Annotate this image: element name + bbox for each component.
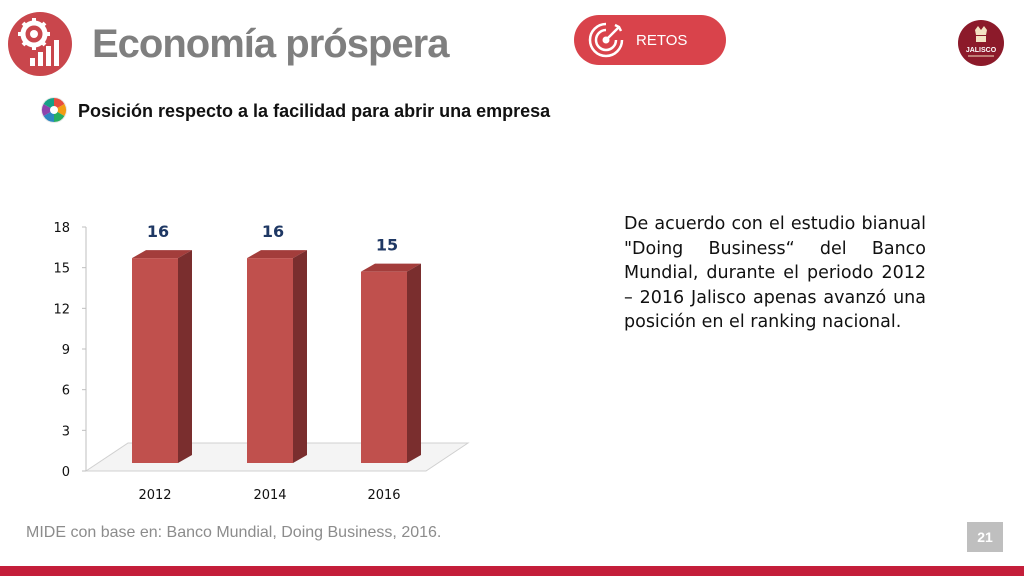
page-number: 21	[967, 522, 1003, 552]
x-tick-label: 2014	[253, 488, 286, 503]
y-tick-label: 0	[62, 465, 70, 480]
bottom-bar	[0, 566, 1024, 576]
y-tick-label: 12	[53, 302, 70, 317]
bar-top-face	[247, 250, 307, 259]
bar-top-face	[132, 250, 192, 259]
bar-side-face	[178, 250, 192, 463]
bar-2016	[361, 263, 421, 463]
retos-button[interactable]: RETOS	[574, 15, 726, 65]
x-tick-label: 2016	[367, 488, 400, 503]
y-tick-label: 9	[62, 343, 70, 358]
gear-chart-icon	[8, 12, 72, 76]
bar-side-face	[407, 263, 421, 463]
page-title: Economía próspera	[92, 22, 449, 66]
color-wheel-icon	[41, 97, 67, 123]
bar-front-face	[361, 271, 407, 463]
y-tick-label: 6	[62, 384, 70, 399]
jalisco-logo: JALISCO	[958, 20, 1004, 66]
logo-text: JALISCO	[966, 47, 997, 54]
bar-side-face	[293, 250, 307, 463]
y-tick-label: 3	[62, 424, 70, 439]
bar-2012	[132, 250, 192, 463]
data-label: 15	[376, 236, 398, 255]
retos-label: RETOS	[636, 32, 688, 49]
chart-description: De acuerdo con el estudio bianual "Doing…	[624, 214, 926, 332]
x-tick-label: 2012	[138, 488, 171, 503]
bar-top-face	[361, 263, 421, 272]
target-icon	[588, 22, 624, 58]
bar-2014	[247, 250, 307, 463]
chart-subtitle: Posición respecto a la facilidad para ab…	[78, 101, 551, 121]
source-note: MIDE con base en: Banco Mundial, Doing B…	[26, 524, 442, 541]
y-tick-label: 18	[53, 221, 70, 236]
y-tick-label: 15	[53, 262, 70, 277]
data-label: 16	[147, 222, 169, 241]
bar-front-face	[132, 258, 178, 463]
bar-front-face	[247, 258, 293, 463]
data-label: 16	[262, 222, 284, 241]
